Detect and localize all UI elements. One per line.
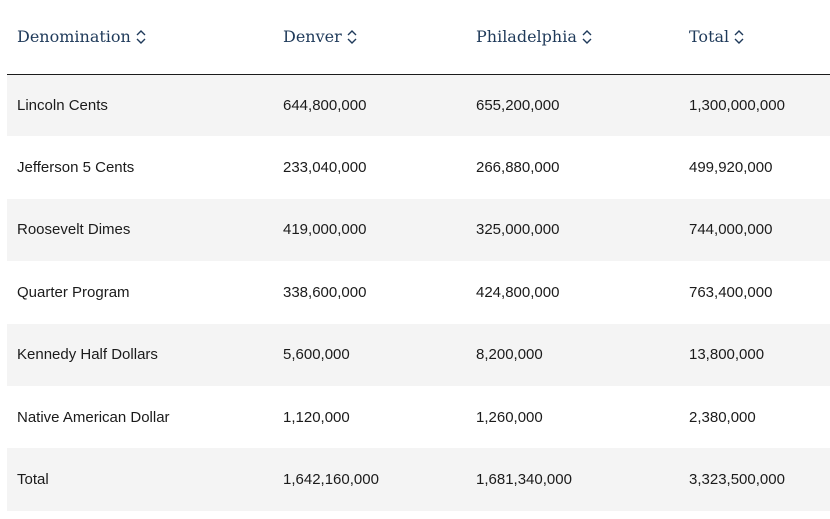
cell-denomination: Kennedy Half Dollars — [7, 323, 273, 386]
cell-denomination: Jefferson 5 Cents — [7, 136, 273, 199]
cell-denver: 1,120,000 — [273, 385, 466, 449]
table-row-total: Total 1,642,160,000 1,681,340,000 3,323,… — [7, 448, 830, 511]
sort-updown-icon — [734, 29, 744, 44]
table-row: Native American Dollar 1,120,000 1,260,0… — [7, 385, 830, 449]
sort-updown-icon — [582, 29, 592, 44]
cell-denomination: Native American Dollar — [7, 385, 273, 449]
cell-denomination: Roosevelt Dimes — [7, 198, 273, 262]
column-header-label: Total — [689, 27, 730, 47]
column-header-denver[interactable]: Denver — [273, 0, 466, 75]
cell-total: 499,920,000 — [679, 136, 830, 199]
cell-philadelphia: 266,880,000 — [466, 136, 679, 199]
cell-denver: 419,000,000 — [273, 198, 466, 262]
cell-denomination: Quarter Program — [7, 261, 273, 324]
cell-denver: 338,600,000 — [273, 261, 466, 324]
cell-denver: 644,800,000 — [273, 74, 466, 137]
table-row: Lincoln Cents 644,800,000 655,200,000 1,… — [7, 74, 830, 137]
table-row: Jefferson 5 Cents 233,040,000 266,880,00… — [7, 136, 830, 199]
cell-philadelphia: 8,200,000 — [466, 323, 679, 386]
cell-denver: 233,040,000 — [273, 136, 466, 199]
cell-denomination: Total — [7, 448, 273, 511]
column-header-label: Denver — [283, 27, 342, 47]
mintage-table-container: Denomination Denver — [7, 0, 830, 511]
column-header-label: Philadelphia — [476, 27, 577, 47]
table-row: Roosevelt Dimes 419,000,000 325,000,000 … — [7, 198, 830, 262]
table-body: Lincoln Cents 644,800,000 655,200,000 1,… — [7, 74, 830, 511]
cell-philadelphia: 655,200,000 — [466, 74, 679, 137]
sort-updown-icon — [347, 29, 357, 44]
cell-philadelphia: 1,260,000 — [466, 385, 679, 449]
header-row: Denomination Denver — [7, 0, 830, 75]
cell-denver: 5,600,000 — [273, 323, 466, 386]
column-header-philadelphia[interactable]: Philadelphia — [466, 0, 679, 75]
cell-philadelphia: 325,000,000 — [466, 198, 679, 262]
mintage-table: Denomination Denver — [7, 0, 830, 511]
cell-total: 3,323,500,000 — [679, 448, 830, 511]
cell-total: 13,800,000 — [679, 323, 830, 386]
cell-denomination: Lincoln Cents — [7, 74, 273, 137]
sort-updown-icon — [136, 29, 146, 44]
cell-total: 744,000,000 — [679, 198, 830, 262]
table-header: Denomination Denver — [7, 0, 830, 75]
column-header-denomination[interactable]: Denomination — [7, 0, 273, 75]
cell-total: 1,300,000,000 — [679, 74, 830, 137]
cell-total: 763,400,000 — [679, 261, 830, 324]
table-row: Kennedy Half Dollars 5,600,000 8,200,000… — [7, 323, 830, 386]
cell-total: 2,380,000 — [679, 385, 830, 449]
cell-philadelphia: 424,800,000 — [466, 261, 679, 324]
column-header-label: Denomination — [17, 27, 131, 47]
column-header-total[interactable]: Total — [679, 0, 830, 75]
cell-denver: 1,642,160,000 — [273, 448, 466, 511]
cell-philadelphia: 1,681,340,000 — [466, 448, 679, 511]
table-row: Quarter Program 338,600,000 424,800,000 … — [7, 261, 830, 324]
